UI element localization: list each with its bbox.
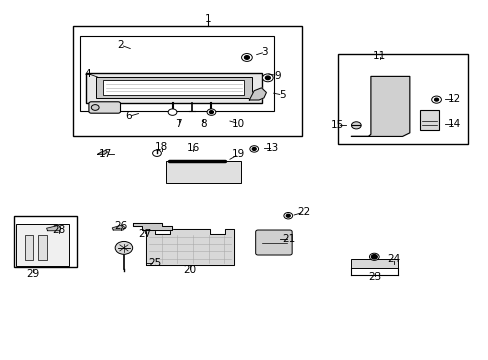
Polygon shape (132, 223, 171, 230)
Bar (419, 111, 438, 130)
Text: 26: 26 (114, 221, 127, 231)
Text: 19: 19 (232, 149, 245, 159)
Polygon shape (146, 229, 233, 265)
Circle shape (371, 255, 376, 259)
Text: 13: 13 (265, 143, 279, 153)
Text: 25: 25 (148, 258, 161, 268)
Bar (16, 224, 69, 266)
Bar (351, 258, 397, 267)
Circle shape (152, 150, 161, 157)
Text: 29: 29 (26, 269, 40, 279)
Text: 6: 6 (125, 111, 132, 121)
Bar (337, 54, 467, 144)
Circle shape (241, 54, 252, 62)
Circle shape (434, 98, 438, 101)
Text: 5: 5 (279, 90, 285, 100)
Text: 22: 22 (297, 207, 310, 217)
Circle shape (286, 214, 289, 217)
Circle shape (115, 242, 132, 254)
Circle shape (252, 148, 256, 150)
Bar (80, 36, 273, 111)
Text: 23: 23 (367, 272, 381, 282)
Circle shape (284, 212, 292, 219)
Polygon shape (112, 225, 125, 230)
FancyBboxPatch shape (255, 230, 291, 255)
Text: 7: 7 (175, 118, 182, 129)
Text: 21: 21 (282, 234, 295, 244)
Polygon shape (351, 76, 409, 136)
Text: 24: 24 (387, 254, 400, 264)
Polygon shape (96, 77, 251, 98)
Circle shape (244, 56, 249, 59)
Circle shape (351, 122, 361, 129)
Text: 10: 10 (232, 118, 244, 129)
Circle shape (265, 76, 270, 80)
Text: 28: 28 (52, 225, 65, 235)
Circle shape (168, 109, 177, 115)
Text: 12: 12 (447, 94, 460, 104)
Text: 27: 27 (138, 229, 151, 239)
Polygon shape (46, 225, 61, 231)
FancyBboxPatch shape (89, 102, 120, 113)
Bar (165, 161, 241, 183)
Text: 16: 16 (186, 143, 200, 153)
Circle shape (209, 111, 213, 113)
Text: 15: 15 (330, 120, 344, 130)
Bar (73, 26, 301, 136)
Circle shape (249, 146, 258, 152)
Text: 18: 18 (155, 142, 168, 152)
Bar (14, 216, 77, 267)
Polygon shape (249, 88, 266, 100)
Bar (25, 235, 33, 260)
Text: 17: 17 (99, 149, 112, 158)
Text: 1: 1 (204, 14, 211, 24)
Circle shape (206, 109, 215, 115)
Text: 2: 2 (117, 40, 123, 50)
Text: 9: 9 (274, 71, 280, 81)
Text: 11: 11 (372, 51, 386, 61)
Text: 20: 20 (183, 265, 196, 275)
Text: 3: 3 (261, 47, 268, 57)
Circle shape (91, 105, 99, 111)
Text: 14: 14 (447, 118, 460, 129)
Text: 4: 4 (84, 68, 91, 78)
Circle shape (369, 253, 378, 260)
Bar (38, 235, 46, 260)
Circle shape (262, 74, 273, 82)
Circle shape (431, 96, 441, 103)
Polygon shape (103, 80, 244, 95)
Polygon shape (86, 73, 261, 103)
Polygon shape (98, 150, 107, 154)
Text: 8: 8 (200, 118, 206, 129)
